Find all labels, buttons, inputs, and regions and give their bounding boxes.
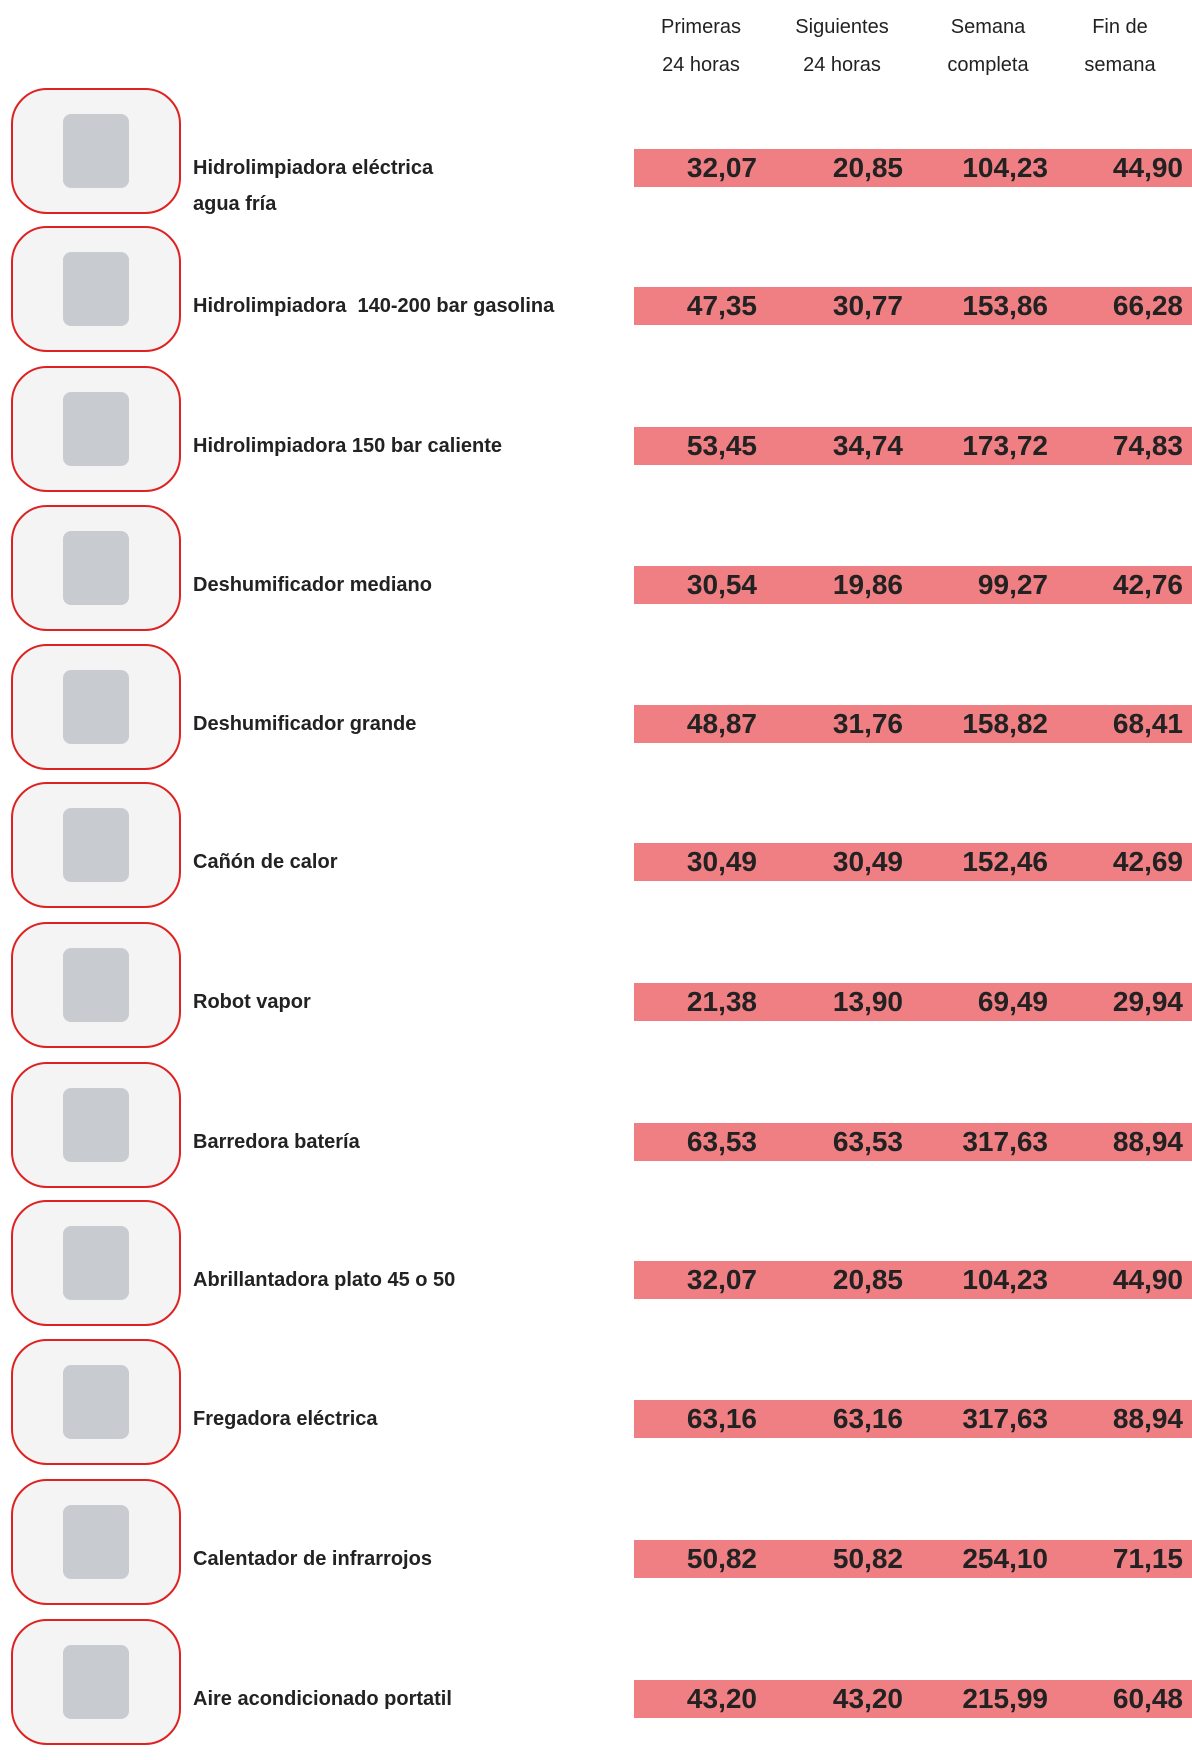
price: 66,28 (1043, 287, 1183, 325)
price: 68,41 (1043, 705, 1183, 743)
product-image (11, 226, 181, 352)
price: 71,15 (1043, 1540, 1183, 1578)
price: 30,49 (763, 843, 903, 881)
price: 50,82 (763, 1540, 903, 1578)
price: 42,76 (1043, 566, 1183, 604)
price: 32,07 (617, 149, 757, 187)
product-name: Abrillantadora plato 45 o 50 (193, 1262, 455, 1298)
price: 158,82 (908, 705, 1048, 743)
price: 63,16 (763, 1400, 903, 1438)
price: 88,94 (1043, 1123, 1183, 1161)
product-image (11, 1619, 181, 1745)
column-header: Fin de (1050, 8, 1190, 46)
column-header: 24 horas (631, 46, 771, 84)
price: 104,23 (908, 149, 1048, 187)
price: 42,69 (1043, 843, 1183, 881)
product-name: Barredora batería (193, 1124, 360, 1160)
product-name: Deshumificador mediano (193, 567, 432, 603)
price: 44,90 (1043, 1261, 1183, 1299)
price: 43,20 (617, 1680, 757, 1718)
price: 104,23 (908, 1261, 1048, 1299)
product-name: Cañón de calor (193, 844, 337, 880)
price: 30,49 (617, 843, 757, 881)
price: 21,38 (617, 983, 757, 1021)
price: 69,49 (908, 983, 1048, 1021)
column-header: completa (918, 46, 1058, 84)
price: 317,63 (908, 1123, 1048, 1161)
product-name: Aire acondicionado portatil (193, 1681, 452, 1717)
price: 20,85 (763, 149, 903, 187)
product-image (11, 1479, 181, 1605)
product-image (11, 505, 181, 631)
price: 63,53 (763, 1123, 903, 1161)
price: 30,77 (763, 287, 903, 325)
column-header: Primeras (631, 8, 771, 46)
column-header: 24 horas (772, 46, 912, 84)
price: 63,16 (617, 1400, 757, 1438)
price: 50,82 (617, 1540, 757, 1578)
price: 13,90 (763, 983, 903, 1021)
product-name: Hidrolimpiadora 150 bar caliente (193, 428, 502, 464)
price: 19,86 (763, 566, 903, 604)
price: 153,86 (908, 287, 1048, 325)
price: 43,20 (763, 1680, 903, 1718)
product-image (11, 1062, 181, 1188)
price: 99,27 (908, 566, 1048, 604)
price: 30,54 (617, 566, 757, 604)
product-image (11, 782, 181, 908)
product-name: Hidrolimpiadora eléctrica (193, 150, 433, 186)
product-image (11, 88, 181, 214)
price: 20,85 (763, 1261, 903, 1299)
price: 60,48 (1043, 1680, 1183, 1718)
product-name: Robot vapor (193, 984, 311, 1020)
product-image (11, 1200, 181, 1326)
price: 254,10 (908, 1540, 1048, 1578)
page: Primeras24 horasSiguientes24 horasSemana… (0, 0, 1192, 1760)
price: 31,76 (763, 705, 903, 743)
product-image (11, 366, 181, 492)
column-header: Siguientes (772, 8, 912, 46)
price: 317,63 (908, 1400, 1048, 1438)
product-image (11, 922, 181, 1048)
product-name: Fregadora eléctrica (193, 1401, 378, 1437)
product-image (11, 644, 181, 770)
column-header: semana (1050, 46, 1190, 84)
price: 29,94 (1043, 983, 1183, 1021)
product-name: Calentador de infrarrojos (193, 1541, 432, 1577)
product-name: agua fría (193, 186, 276, 222)
price: 48,87 (617, 705, 757, 743)
price: 32,07 (617, 1261, 757, 1299)
price: 53,45 (617, 427, 757, 465)
price: 215,99 (908, 1680, 1048, 1718)
column-header: Semana (918, 8, 1058, 46)
price: 88,94 (1043, 1400, 1183, 1438)
product-image (11, 1339, 181, 1465)
price: 152,46 (908, 843, 1048, 881)
price: 47,35 (617, 287, 757, 325)
price: 34,74 (763, 427, 903, 465)
price: 173,72 (908, 427, 1048, 465)
product-name: Hidrolimpiadora 140-200 bar gasolina (193, 288, 554, 324)
product-name: Deshumificador grande (193, 706, 416, 742)
price: 74,83 (1043, 427, 1183, 465)
price: 63,53 (617, 1123, 757, 1161)
price: 44,90 (1043, 149, 1183, 187)
